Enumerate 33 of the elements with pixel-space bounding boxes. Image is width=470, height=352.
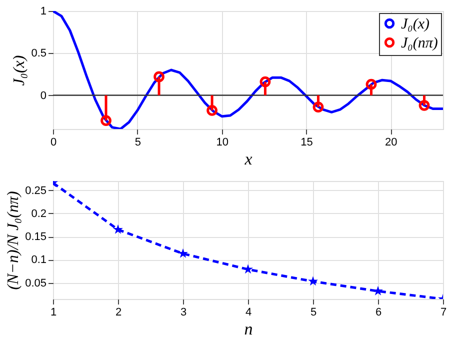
x-tick-label: 3 — [180, 306, 187, 318]
x-axis-title: x — [244, 150, 253, 168]
line-series — [53, 11, 443, 129]
y-tick-label: 0.5 — [31, 48, 46, 60]
y-tick-label: 0.2 — [31, 208, 46, 220]
y-axis-title: (N−n)/N J₀(nπ) — [5, 191, 22, 290]
point — [308, 276, 318, 286]
x-tick-label: 15 — [300, 136, 313, 148]
x-tick-label: 20 — [385, 136, 398, 148]
x-tick-label: 1 — [50, 306, 57, 318]
x-tick-label: 5 — [310, 306, 317, 318]
point — [113, 224, 123, 234]
x-tick-label: 5 — [134, 136, 141, 148]
y-tick-label: 0.15 — [25, 231, 46, 244]
point — [243, 264, 253, 274]
y-axis-title: J₀(x) — [11, 55, 28, 86]
y-tick-label: 1 — [40, 6, 46, 18]
point — [178, 248, 188, 258]
line-series — [53, 181, 443, 299]
x-tick-label: 4 — [245, 306, 252, 318]
legend-label: J₀(nπ) — [401, 36, 438, 52]
x-tick-label: 10 — [216, 136, 228, 148]
point — [373, 286, 383, 296]
y-tick-label: 0.25 — [25, 184, 46, 197]
y-tick-label: 0.1 — [31, 254, 46, 266]
x-tick-label: 6 — [375, 306, 382, 318]
y-tick-label: 0.05 — [25, 277, 46, 290]
x-tick-label: 0 — [50, 136, 57, 148]
x-axis-title: n — [244, 320, 253, 338]
x-tick-label: 7 — [440, 306, 447, 318]
y-tick-label: 0 — [40, 90, 46, 102]
legend-label: J₀(x) — [401, 16, 430, 32]
x-tick-label: 2 — [115, 306, 122, 318]
